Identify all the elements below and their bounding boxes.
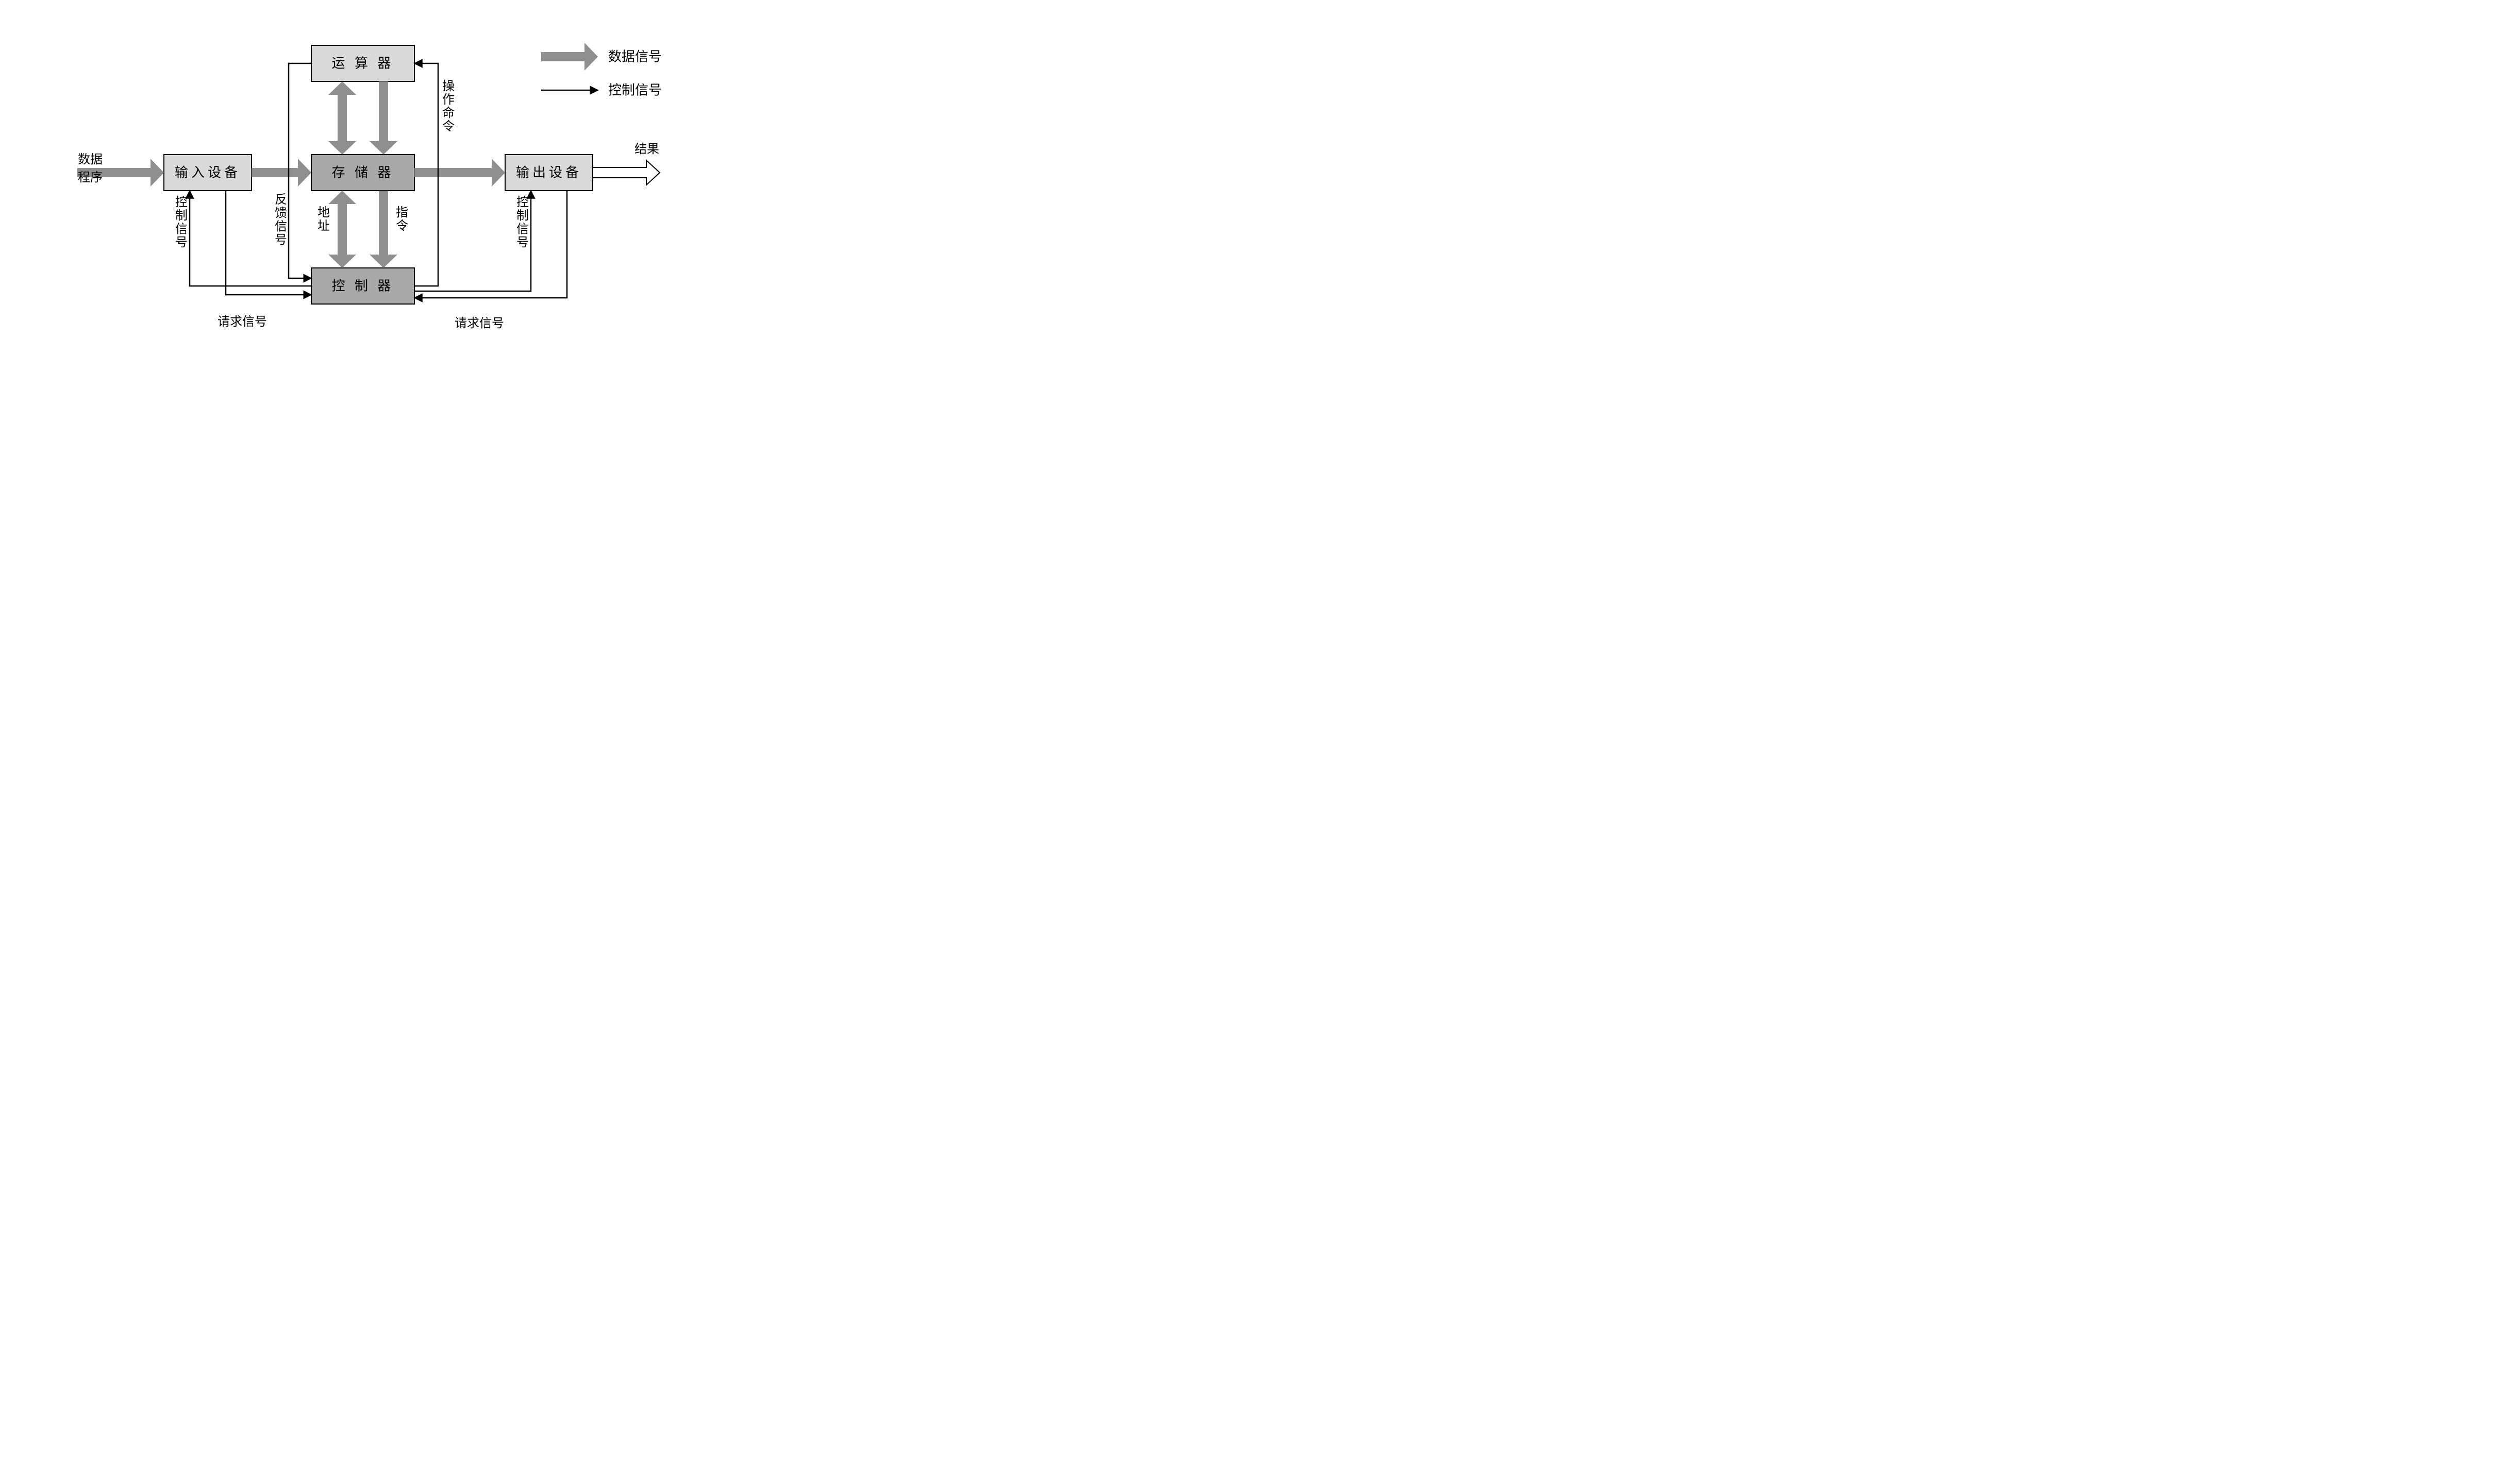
svg-text:址: 址: [317, 219, 330, 233]
svg-text:作: 作: [442, 93, 455, 107]
svg-text:制: 制: [175, 209, 188, 223]
svg-text:输入设备: 输入设备: [175, 165, 241, 180]
svg-text:令: 令: [396, 219, 408, 233]
svg-text:制: 制: [516, 209, 529, 223]
svg-text:号: 号: [175, 236, 188, 249]
svg-text:指: 指: [396, 206, 408, 220]
diagram-root: 运 算 器存 储 器控 制 器输入设备输出设备数据程序结果操作命令反馈信号地址指…: [0, 0, 2507, 392]
svg-text:存 储 器: 存 储 器: [331, 165, 394, 180]
svg-text:数据: 数据: [78, 153, 103, 166]
svg-text:地: 地: [317, 206, 330, 220]
svg-text:控: 控: [175, 195, 188, 209]
svg-text:号: 号: [516, 236, 529, 249]
svg-text:控 制 器: 控 制 器: [331, 279, 394, 294]
svg-text:馈: 馈: [275, 206, 287, 220]
svg-text:信: 信: [175, 222, 188, 236]
svg-text:操: 操: [442, 79, 455, 93]
svg-text:控制信号: 控制信号: [608, 83, 662, 98]
svg-text:反: 反: [275, 193, 287, 207]
svg-text:命: 命: [442, 106, 455, 120]
svg-text:请求信号: 请求信号: [455, 316, 504, 330]
svg-text:程序: 程序: [78, 171, 103, 184]
svg-text:结果: 结果: [634, 142, 659, 156]
svg-text:请求信号: 请求信号: [218, 315, 267, 329]
svg-text:控: 控: [516, 195, 529, 209]
svg-text:输出设备: 输出设备: [516, 165, 582, 180]
svg-text:令: 令: [442, 120, 455, 133]
svg-text:号: 号: [275, 233, 287, 247]
svg-text:信: 信: [275, 220, 287, 233]
svg-text:运 算 器: 运 算 器: [331, 56, 394, 71]
svg-text:信: 信: [516, 222, 529, 236]
svg-text:数据信号: 数据信号: [608, 49, 662, 64]
computer-architecture-diagram: 运 算 器存 储 器控 制 器输入设备输出设备数据程序结果操作命令反馈信号地址指…: [0, 0, 753, 392]
